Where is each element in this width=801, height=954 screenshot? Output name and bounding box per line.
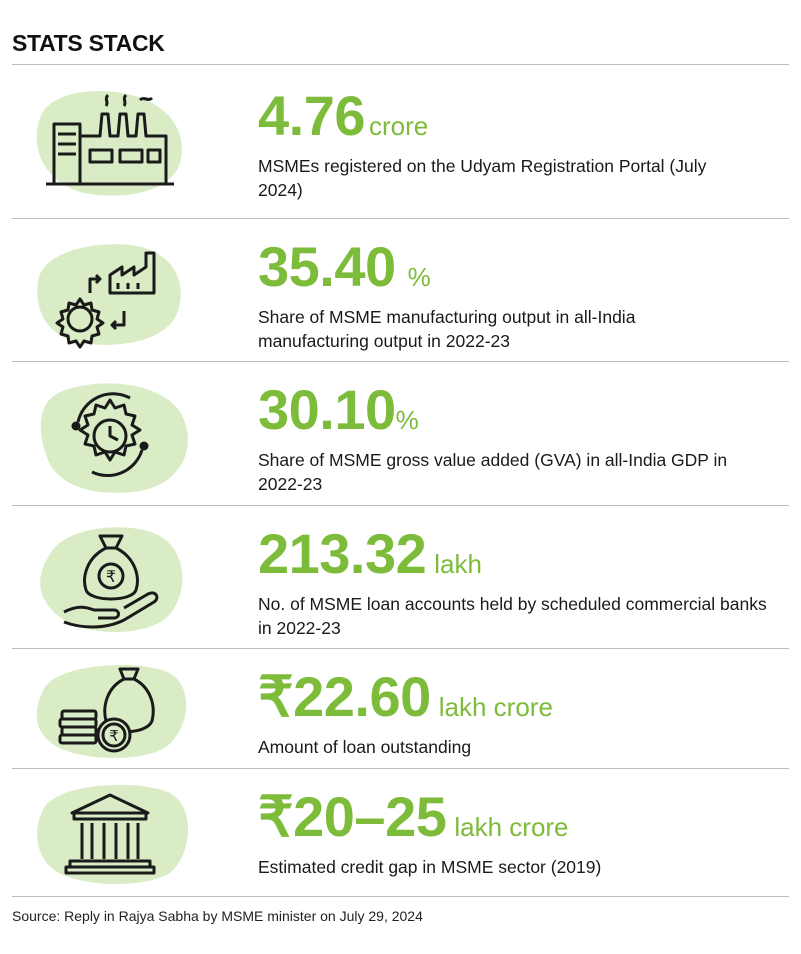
stat-description: No. of MSME loan accounts held by schedu… <box>258 594 767 638</box>
stat-unit: crore <box>369 111 429 141</box>
stat-block-2: 35.40% Share of MSME manufacturing outpu… <box>258 239 789 353</box>
stat-unit: % <box>395 405 419 435</box>
stat-value: 213.32 <box>258 522 427 585</box>
source-note: Source: Reply in Rajya Sabha by MSME min… <box>12 908 423 924</box>
stat-description: MSMEs registered on the Udyam Registrati… <box>258 156 707 200</box>
stat-unit: % <box>407 262 431 292</box>
title-divider <box>12 64 789 65</box>
manufacturing-gear-icon <box>20 231 200 351</box>
bank-building-icon <box>20 775 200 891</box>
stat-block-5: ₹22.60 lakh crore Amount of loan outstand… <box>258 669 789 759</box>
stat-row-2: 35.40% Share of MSME manufacturing outpu… <box>12 219 789 362</box>
stat-block-4: 213.32 lakh No. of MSME loan accounts hel… <box>258 526 789 640</box>
stat-description: Share of MSME manufacturing output in al… <box>258 307 636 351</box>
stat-value: 35.40 <box>258 235 396 298</box>
gear-clock-icon <box>20 372 200 496</box>
factory-icon <box>20 78 200 203</box>
stat-row-1: 4.76 crore MSMEs registered on the Udyam … <box>12 64 789 219</box>
stat-unit: lakh <box>434 549 482 579</box>
stat-value: ₹20–25 <box>258 785 447 848</box>
stat-value: 30.10 <box>258 378 396 441</box>
svg-text:₹: ₹ <box>109 727 119 745</box>
svg-text:₹: ₹ <box>106 567 116 586</box>
stat-description: Share of MSME gross value added (GVA) in… <box>258 450 728 494</box>
stat-description: Estimated credit gap in MSME sector (201… <box>258 857 602 877</box>
stat-value: 4.76 <box>258 84 366 147</box>
money-bag-hand-icon: ₹ <box>20 514 200 640</box>
stat-block-6: ₹20–25 lakh crore Estimated credit gap in… <box>258 789 789 879</box>
stat-row-5: ₹ ₹22.60 lakh crore Amount of loan outsta… <box>12 649 789 769</box>
stat-block-1: 4.76 crore MSMEs registered on the Udyam … <box>258 88 789 202</box>
stat-unit: lakh crore <box>454 812 569 842</box>
stat-description: Amount of loan outstanding <box>258 737 472 757</box>
stat-value: ₹22.60 <box>258 665 431 728</box>
page-title: STATS STACK <box>12 30 165 56</box>
stat-row-3: 30.10% Share of MSME gross value added (… <box>12 362 789 506</box>
stat-row-6: ₹20–25 lakh crore Estimated credit gap in… <box>12 769 789 897</box>
stat-row-4: ₹ 213.32 lakh No. of MSME loan accounts h… <box>12 506 789 649</box>
coins-money-bag-icon: ₹ <box>20 655 200 763</box>
stat-block-3: 30.10% Share of MSME gross value added (… <box>258 382 789 496</box>
stat-unit: lakh crore <box>438 692 553 722</box>
